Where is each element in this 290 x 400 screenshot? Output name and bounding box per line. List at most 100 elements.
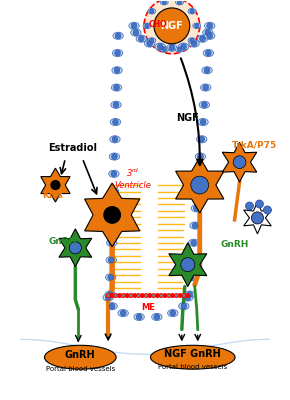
Circle shape — [109, 223, 115, 228]
Ellipse shape — [144, 40, 155, 47]
Circle shape — [114, 294, 117, 297]
Ellipse shape — [203, 29, 213, 36]
Ellipse shape — [175, 47, 184, 52]
Circle shape — [190, 38, 194, 43]
Circle shape — [196, 171, 202, 177]
Ellipse shape — [107, 239, 117, 246]
Circle shape — [181, 303, 187, 309]
Ellipse shape — [179, 303, 189, 310]
Ellipse shape — [191, 205, 202, 212]
Circle shape — [205, 30, 211, 36]
Ellipse shape — [197, 136, 207, 143]
Ellipse shape — [178, 43, 189, 50]
Circle shape — [133, 30, 139, 36]
Ellipse shape — [198, 118, 208, 126]
Circle shape — [115, 33, 121, 39]
Ellipse shape — [110, 118, 121, 126]
Text: CHO: CHO — [149, 20, 167, 29]
Circle shape — [182, 294, 186, 297]
Ellipse shape — [110, 136, 120, 143]
Circle shape — [193, 205, 199, 211]
Circle shape — [177, 47, 182, 52]
Circle shape — [107, 292, 113, 298]
Circle shape — [169, 45, 175, 51]
Circle shape — [160, 294, 163, 297]
Circle shape — [106, 293, 111, 298]
Ellipse shape — [187, 256, 197, 264]
Ellipse shape — [44, 345, 116, 369]
Circle shape — [114, 85, 119, 90]
Ellipse shape — [189, 40, 199, 47]
Circle shape — [103, 206, 121, 224]
Circle shape — [144, 0, 200, 54]
Ellipse shape — [155, 43, 165, 50]
Circle shape — [109, 240, 115, 246]
Ellipse shape — [134, 313, 144, 320]
Ellipse shape — [190, 222, 200, 229]
Circle shape — [154, 314, 160, 320]
Circle shape — [115, 50, 121, 56]
Ellipse shape — [175, 0, 184, 5]
Circle shape — [136, 293, 141, 298]
Polygon shape — [41, 168, 70, 202]
Ellipse shape — [105, 291, 115, 298]
Ellipse shape — [188, 38, 196, 43]
Polygon shape — [176, 157, 224, 213]
Ellipse shape — [202, 67, 212, 74]
Ellipse shape — [194, 170, 204, 177]
Circle shape — [145, 294, 148, 297]
Circle shape — [140, 293, 145, 298]
Circle shape — [50, 180, 61, 190]
Circle shape — [159, 293, 164, 298]
Polygon shape — [169, 243, 207, 286]
Circle shape — [107, 294, 110, 297]
Text: GnRH: GnRH — [48, 237, 77, 246]
Circle shape — [185, 293, 190, 298]
Ellipse shape — [131, 29, 141, 36]
Circle shape — [132, 293, 137, 298]
Circle shape — [190, 257, 195, 263]
Text: 3$^{rd}$
Ventricle: 3$^{rd}$ Ventricle — [115, 167, 151, 190]
Ellipse shape — [197, 35, 208, 42]
Ellipse shape — [151, 345, 235, 369]
Circle shape — [197, 154, 203, 160]
Circle shape — [144, 293, 148, 298]
Circle shape — [181, 258, 195, 272]
Circle shape — [114, 67, 120, 73]
Circle shape — [131, 23, 137, 29]
Circle shape — [177, 0, 182, 4]
Circle shape — [136, 314, 142, 320]
Ellipse shape — [195, 153, 206, 160]
Ellipse shape — [167, 44, 177, 51]
Circle shape — [69, 242, 81, 254]
Ellipse shape — [160, 47, 168, 52]
Circle shape — [163, 293, 168, 298]
Circle shape — [113, 293, 118, 298]
Ellipse shape — [108, 188, 119, 195]
Circle shape — [151, 293, 156, 298]
Ellipse shape — [129, 22, 139, 29]
Circle shape — [112, 136, 118, 142]
Polygon shape — [222, 142, 257, 182]
Circle shape — [191, 41, 197, 46]
Circle shape — [170, 293, 175, 298]
Ellipse shape — [193, 23, 201, 28]
Circle shape — [111, 171, 117, 177]
Circle shape — [167, 294, 170, 297]
Circle shape — [204, 67, 210, 73]
Polygon shape — [244, 202, 271, 234]
Text: NGF: NGF — [176, 113, 199, 123]
Text: GnRH: GnRH — [65, 350, 96, 360]
Circle shape — [155, 293, 160, 298]
Ellipse shape — [204, 22, 215, 29]
Circle shape — [199, 136, 205, 142]
Circle shape — [195, 188, 201, 194]
Ellipse shape — [106, 256, 116, 264]
Ellipse shape — [160, 0, 168, 5]
Ellipse shape — [204, 32, 215, 39]
Circle shape — [191, 240, 197, 246]
Circle shape — [110, 293, 115, 298]
Circle shape — [137, 294, 140, 297]
Ellipse shape — [152, 313, 162, 320]
Ellipse shape — [106, 274, 116, 281]
